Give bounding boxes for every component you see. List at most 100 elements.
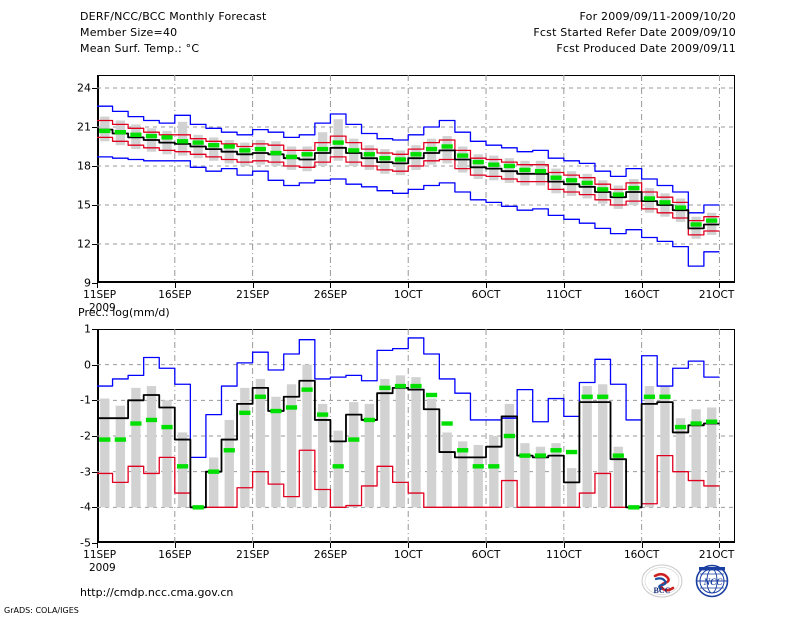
observed-marker — [643, 196, 656, 201]
spread-bar — [691, 409, 701, 508]
observed-marker — [223, 144, 235, 149]
y-axis-tick-mark — [92, 127, 97, 128]
y-axis-tick-label: 0 — [84, 358, 91, 372]
observed-marker — [674, 424, 687, 430]
spread-bar — [162, 400, 172, 508]
x-axis-tick-mark — [174, 283, 176, 288]
observed-marker — [192, 140, 204, 145]
spread-bar — [333, 430, 343, 508]
observed-marker — [472, 464, 484, 469]
observed-marker — [145, 133, 158, 139]
spread-bar — [115, 405, 126, 508]
x-axis-tick-mark — [408, 543, 410, 548]
observed-marker — [130, 421, 142, 426]
series-mean — [97, 128, 720, 230]
y-axis-tick-mark — [92, 166, 97, 167]
x-axis-tick-label: 26SEP — [313, 549, 347, 561]
observed-marker — [332, 464, 344, 469]
temperature-plot-area — [97, 75, 735, 283]
observed-marker — [192, 505, 204, 510]
y-axis-tick-label: -3 — [80, 465, 91, 479]
y-axis-tick-mark — [92, 436, 97, 437]
observed-marker — [503, 163, 515, 169]
observed-marker — [410, 383, 422, 389]
observed-marker — [363, 417, 375, 423]
x-axis-tick-mark — [641, 543, 643, 548]
observed-marker — [239, 148, 251, 153]
observed-marker — [488, 162, 500, 167]
y-axis-tick-mark — [92, 205, 97, 206]
x-axis-tick-label: 16OCT — [623, 289, 660, 301]
observed-marker — [254, 146, 266, 152]
y-axis-tick-label: -1 — [80, 393, 91, 407]
spread-bar — [100, 398, 110, 508]
observed-marker — [317, 146, 329, 152]
spread-bar — [598, 384, 608, 508]
x-axis-tick-label: 21SEP — [236, 549, 270, 561]
spread-bar — [426, 138, 437, 165]
observed-marker — [348, 148, 360, 153]
x-axis-tick-mark — [252, 543, 254, 548]
spread-bar — [551, 443, 561, 508]
observed-marker — [519, 167, 531, 173]
series-min — [97, 156, 720, 267]
spread-bar — [520, 443, 530, 508]
observed-marker — [145, 417, 158, 423]
x-axis-tick-mark — [408, 283, 410, 288]
x-axis-tick-label: 6OCT — [471, 549, 501, 561]
ncc-logo-icon: NCC — [695, 564, 729, 598]
x-axis-tick-mark — [174, 543, 176, 548]
x-axis-year-label: 2009 — [89, 302, 116, 314]
website-url[interactable]: http://cmdp.ncc.cma.gov.cn — [80, 586, 234, 599]
x-axis-tick-mark — [97, 543, 98, 548]
observed-marker — [332, 140, 344, 145]
bcc-logo-icon: BCC — [641, 564, 683, 598]
spread-bar — [458, 441, 468, 508]
x-axis-tick-label: 16OCT — [623, 549, 660, 561]
spread-bar — [660, 386, 670, 508]
forecast-start-date-label: Fcst Started Refer Date 2009/09/10 — [533, 26, 736, 39]
observed-marker — [441, 144, 453, 149]
svg-text:NCC: NCC — [703, 577, 724, 587]
observed-marker — [208, 143, 220, 148]
page-title: DERF/NCC/BCC Monthly Forecast — [80, 10, 267, 23]
member-size-label: Member Size=40 — [80, 26, 178, 39]
spread-bar — [473, 444, 483, 508]
observed-marker — [270, 408, 282, 414]
observed-marker — [488, 464, 500, 469]
x-axis-tick-label: 11SEP — [83, 289, 117, 301]
observed-marker — [425, 146, 438, 152]
observed-marker — [176, 139, 189, 144]
x-axis-tick-mark — [330, 543, 332, 548]
observed-marker — [301, 152, 313, 157]
temperature-chart-panel: 24 21 18 15 12 9 11SEP 16SEP 21SEP 26SEP 1OCT 6OCT 1… — [77, 75, 735, 314]
observed-marker — [581, 180, 593, 186]
observed-marker — [503, 433, 515, 439]
grads-credit: GrADS: COLA/IGES — [4, 606, 79, 615]
spread-bar — [302, 364, 312, 508]
variable-label: Mean Surf. Temp.: °C — [80, 42, 200, 55]
spread-bar — [255, 378, 266, 508]
spread-bar — [504, 403, 515, 508]
forecast-produced-date-label: Fcst Produced Date 2009/09/11 — [556, 42, 736, 55]
forecast-range-label: For 2009/09/11-2009/10/20 — [579, 10, 736, 23]
spread-bar — [131, 387, 141, 508]
x-axis-tick-label: 26SEP — [313, 289, 347, 301]
x-axis-tick-mark — [563, 283, 565, 288]
observed-marker — [457, 153, 469, 158]
temperature-plot-frame — [97, 75, 735, 283]
observed-marker — [425, 392, 438, 398]
x-axis-tick-label: 16SEP — [158, 549, 192, 561]
x-axis-tick-mark — [330, 283, 332, 288]
observed-marker — [208, 469, 220, 474]
y-axis-tick-label: 24 — [77, 81, 91, 95]
y-axis-tick-mark — [92, 543, 97, 544]
y-axis-tick-mark — [92, 507, 97, 509]
spread-bar — [333, 119, 343, 161]
x-axis-tick-mark — [486, 543, 488, 548]
observed-marker — [581, 394, 593, 399]
observed-marker — [690, 421, 702, 426]
observed-marker — [597, 187, 609, 192]
spread-bar — [240, 387, 250, 508]
